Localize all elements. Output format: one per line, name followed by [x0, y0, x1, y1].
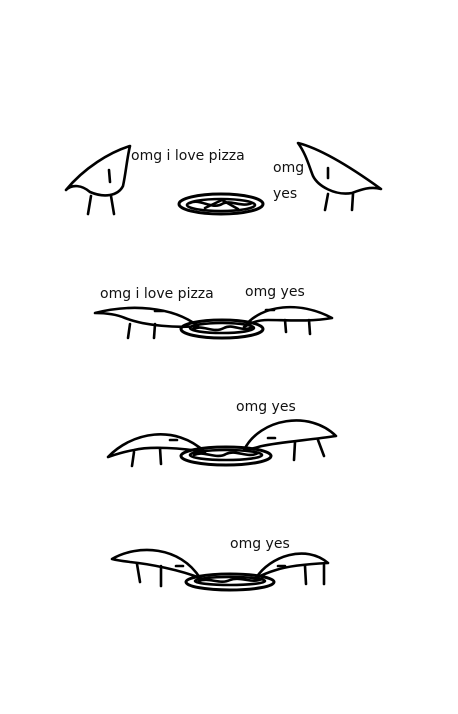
panel-1-left-speech: omg i love pizza [131, 148, 245, 164]
panel-4-left-bird [110, 548, 202, 588]
panel-1-right-speech-line-1: omg [273, 160, 305, 176]
panel-3-pizza [179, 445, 273, 467]
panel-2-right-speech: omg yes [245, 284, 305, 300]
panel-2-left-speech: omg i love pizza [100, 286, 214, 302]
panel-2-pizza [179, 318, 265, 340]
panel-3-art [106, 419, 338, 468]
panel-1-pizza [177, 192, 265, 216]
panel-4-speech: omg yes [230, 536, 290, 552]
panel-2-art [93, 305, 334, 340]
panel-3-left-bird [106, 433, 207, 468]
panel-1-right-bird [296, 141, 383, 212]
panel-2-right-bird [242, 305, 334, 336]
panel-4-right-bird [254, 552, 330, 586]
panel-4-pizza [184, 572, 276, 592]
panel-3-speech: omg yes [236, 399, 296, 415]
panel-1-art [64, 141, 383, 216]
panel-1-right-speech-line-2: yes [273, 186, 298, 202]
panel-4-art [110, 548, 330, 592]
panel-2-left-bird [93, 306, 200, 340]
panel-1-left-bird [64, 144, 132, 216]
